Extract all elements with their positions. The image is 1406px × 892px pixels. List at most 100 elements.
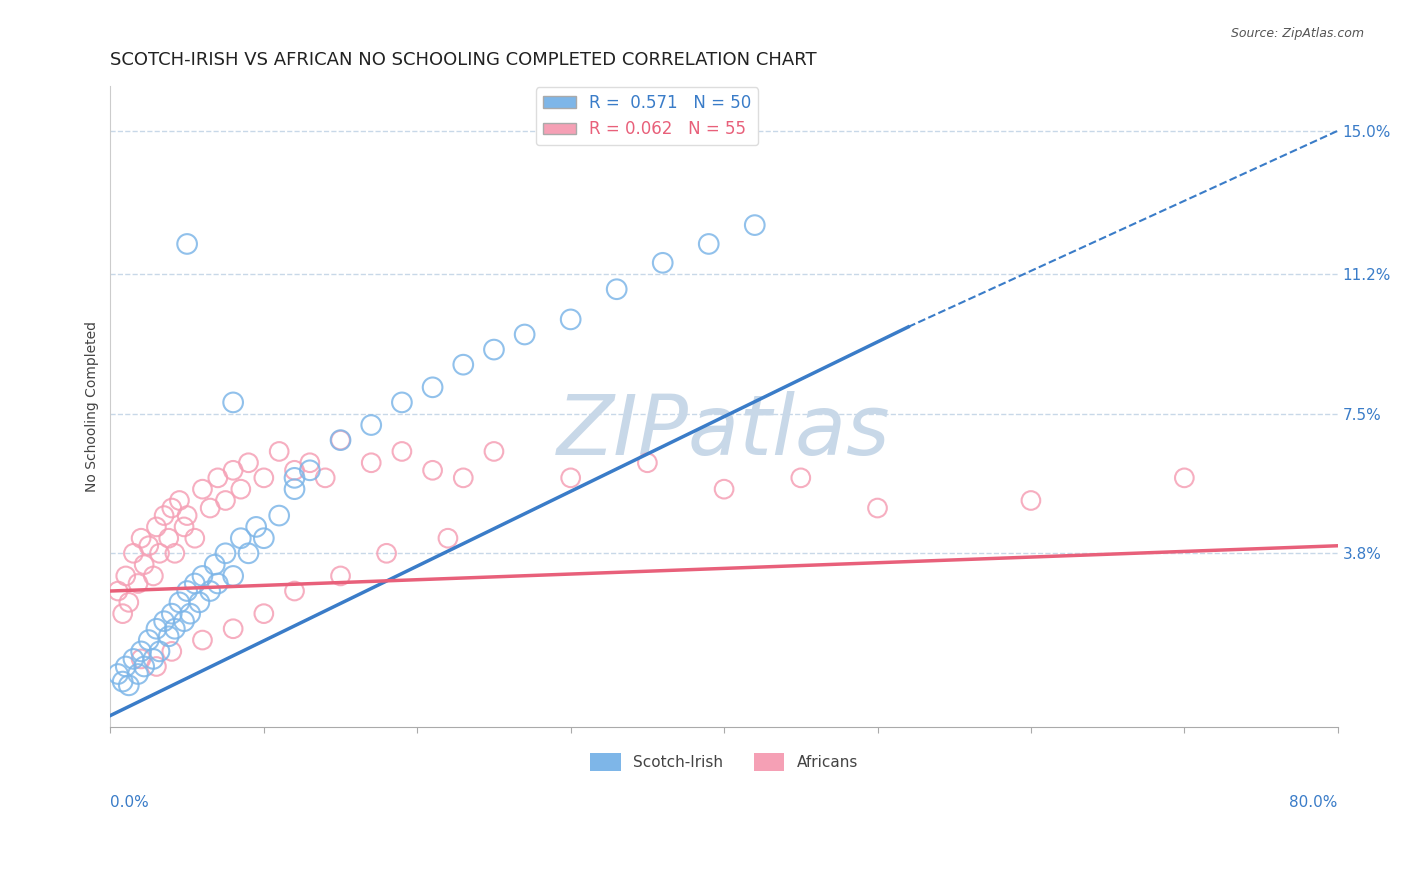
Point [148,644,170,658]
Point [134,558,156,572]
Point [207,576,229,591]
Point [1173,471,1195,485]
Point [283,463,305,477]
Point [157,629,180,643]
Point [513,327,536,342]
Point [145,659,167,673]
Point [697,236,720,251]
Point [222,395,245,409]
Point [145,520,167,534]
Point [713,482,735,496]
Point [207,471,229,485]
Point [229,531,252,545]
Point [111,674,134,689]
Point [451,471,474,485]
Text: 80.0%: 80.0% [1289,795,1337,810]
Point [118,678,141,692]
Y-axis label: No Schooling Completed: No Schooling Completed [86,321,100,491]
Point [298,456,321,470]
Point [142,569,165,583]
Point [188,595,211,609]
Point [229,482,252,496]
Point [253,607,276,621]
Point [238,546,260,560]
Point [238,456,260,470]
Point [191,482,214,496]
Point [153,508,176,523]
Point [173,614,195,628]
Text: 0.0%: 0.0% [111,795,149,810]
Point [176,584,198,599]
Point [437,531,460,545]
Point [114,569,136,583]
Point [114,659,136,673]
Point [191,633,214,648]
Point [636,456,658,470]
Point [329,433,352,447]
Text: SCOTCH-IRISH VS AFRICAN NO SCHOOLING COMPLETED CORRELATION CHART: SCOTCH-IRISH VS AFRICAN NO SCHOOLING COM… [111,51,817,69]
Point [145,622,167,636]
Point [204,558,226,572]
Point [138,539,160,553]
Point [222,463,245,477]
Point [111,607,134,621]
Point [253,471,276,485]
Point [176,508,198,523]
Point [184,531,207,545]
Point [198,501,221,516]
Point [560,312,582,326]
Point [191,569,214,583]
Point [360,417,382,432]
Point [222,622,245,636]
Point [482,343,505,357]
Point [606,282,628,296]
Point [142,652,165,666]
Point [138,633,160,648]
Point [269,508,291,523]
Point [269,444,291,458]
Point [160,607,183,621]
Point [122,546,145,560]
Point [391,444,413,458]
Point [422,463,444,477]
Point [790,471,813,485]
Point [1019,493,1042,508]
Point [298,463,321,477]
Legend: Scotch-Irish, Africans: Scotch-Irish, Africans [585,747,863,777]
Point [314,471,336,485]
Point [744,218,766,232]
Point [214,546,236,560]
Point [329,433,352,447]
Point [214,493,236,508]
Point [127,576,149,591]
Point [173,520,195,534]
Point [222,569,245,583]
Point [134,659,156,673]
Point [245,520,267,534]
Point [127,667,149,681]
Point [163,622,186,636]
Point [451,358,474,372]
Point [118,595,141,609]
Point [391,395,413,409]
Point [129,531,152,545]
Text: ZIPatlas: ZIPatlas [557,392,891,473]
Point [482,444,505,458]
Point [129,644,152,658]
Point [107,584,129,599]
Point [107,667,129,681]
Point [651,256,673,270]
Point [560,471,582,485]
Point [329,569,352,583]
Point [283,471,305,485]
Point [153,614,176,628]
Point [163,546,186,560]
Point [283,482,305,496]
Text: Source: ZipAtlas.com: Source: ZipAtlas.com [1230,27,1364,40]
Point [253,531,276,545]
Point [198,584,221,599]
Point [360,456,382,470]
Point [122,652,145,666]
Point [160,501,183,516]
Point [184,576,207,591]
